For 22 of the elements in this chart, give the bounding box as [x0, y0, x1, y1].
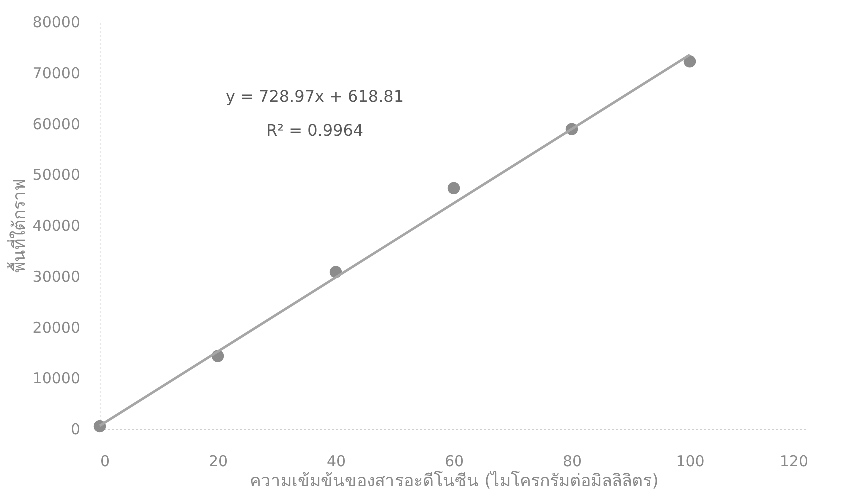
annotation: y = 728.97x + 618.81 — [226, 87, 404, 106]
y-tick-label: 0 — [70, 420, 80, 438]
x-tick-label: 40 — [326, 452, 346, 470]
annotation: R² = 0.9964 — [266, 121, 364, 140]
y-tick-label: 60000 — [32, 115, 80, 134]
point — [684, 56, 696, 68]
x-tick-label: 60 — [444, 452, 464, 470]
x-tick-label: 0 — [100, 452, 110, 470]
x-tick-label: 20 — [208, 452, 228, 470]
x-tick-label: 120 — [780, 452, 808, 470]
y-tick-label: 10000 — [32, 370, 80, 388]
y-tick-label: 20000 — [32, 318, 80, 337]
y-tick-label: 40000 — [32, 217, 80, 235]
y-tick-label: 50000 — [32, 166, 80, 184]
y-tick-label: 30000 — [32, 268, 80, 286]
x-tick-label: 100 — [676, 452, 705, 470]
y-tick-label: 70000 — [32, 64, 80, 82]
point — [448, 182, 460, 194]
y-tick-label: 80000 — [32, 14, 80, 32]
x-tick-label: 80 — [562, 452, 582, 470]
x-axis-title: ความเข้มข้นของสารอะดีโนซีน (ไมโครกรัมต่อมิลลิลิตร) — [250, 470, 659, 492]
y-axis-title: พื้นที่ใต้กราฟ — [6, 179, 30, 273]
